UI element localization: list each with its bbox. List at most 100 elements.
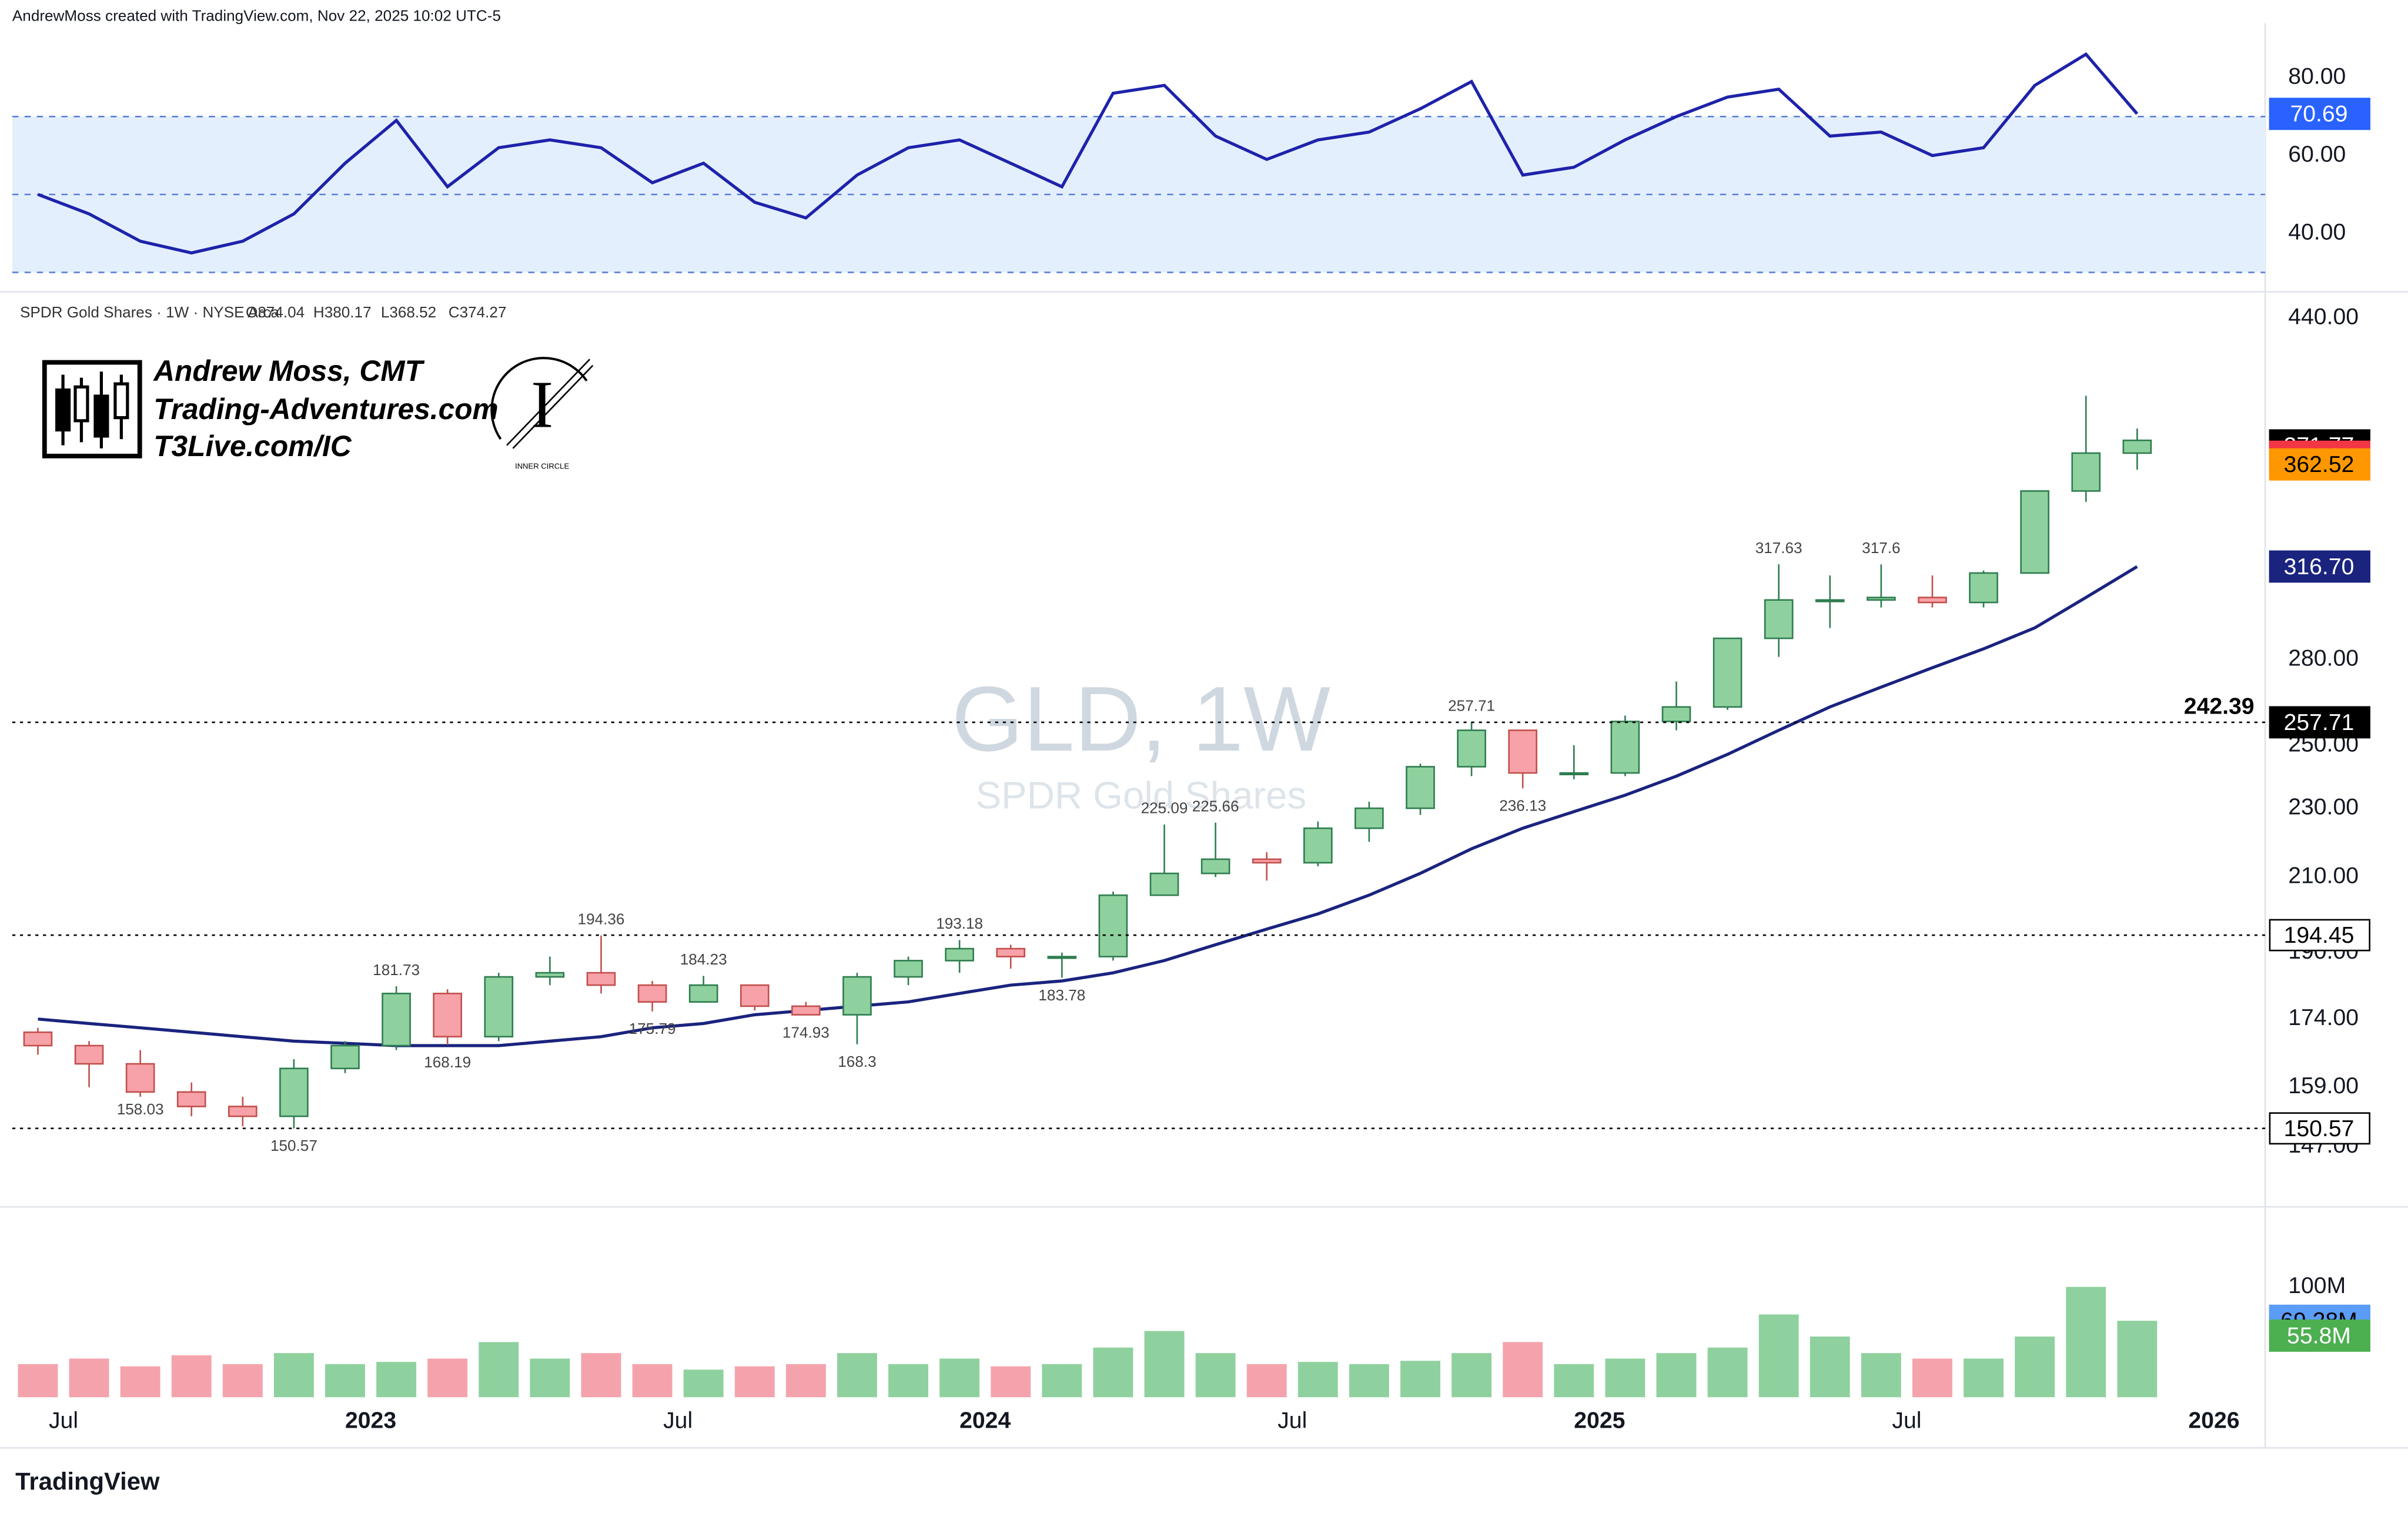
price-tag-label: 150.57 [2284, 1116, 2355, 1141]
candle-body [2020, 490, 2049, 574]
y-tick-label: 80.00 [2288, 63, 2346, 89]
candle-body [1354, 807, 1384, 829]
volume-bar [1297, 1362, 1338, 1398]
y-tick-label: 100M [2288, 1273, 2346, 1298]
candle-body [74, 1044, 104, 1065]
candle-body [1406, 766, 1435, 809]
point-label: 194.36 [578, 910, 625, 927]
point-label: 168.19 [424, 1053, 471, 1071]
point-label: 183.78 [1038, 986, 1085, 1004]
volume-bar [427, 1358, 468, 1398]
volume-bar [2117, 1321, 2158, 1398]
x-tick-label: 2026 [2188, 1408, 2239, 1433]
volume-bar [632, 1364, 673, 1398]
volume-bar [2066, 1287, 2106, 1398]
price-tag [2269, 919, 2370, 952]
volume-bar [376, 1362, 417, 1398]
volume-bar [1195, 1353, 1236, 1398]
volume-bar [1144, 1331, 1185, 1398]
y-tick-label: 174.00 [2288, 1005, 2359, 1030]
point-label: 317.6 [1862, 539, 1900, 557]
volume-bar [1400, 1361, 1440, 1398]
volume-bar [2015, 1336, 2055, 1398]
ohlc-legend: O374.04 H380.17 L368.52 C374.27 [246, 303, 507, 321]
point-label: 181.73 [373, 961, 420, 979]
ohlc-value: H380.17 [313, 303, 372, 321]
candle-body [1815, 599, 1845, 602]
point-label: 168.3 [838, 1053, 876, 1070]
volume-bar [1964, 1358, 2004, 1398]
volume-bar [1554, 1364, 1594, 1398]
price-tag [2269, 1320, 2370, 1352]
candle-body [23, 1031, 53, 1047]
candle-body [1969, 572, 1998, 604]
point-label: 225.09 [1141, 799, 1188, 817]
volume-bar [1503, 1342, 1543, 1398]
candle-body [535, 972, 565, 978]
volume-bar [1656, 1353, 1697, 1398]
y-tick-label: 210.00 [2288, 863, 2359, 888]
ohlc-value: C374.27 [449, 303, 507, 321]
price-tag [2269, 98, 2370, 130]
volume-bar [683, 1369, 724, 1398]
line-series [37, 52, 2139, 254]
candle-body [176, 1091, 206, 1107]
price-tag [2269, 550, 2370, 583]
watermark-subtitle: SPDR Gold Shares [976, 774, 1307, 817]
volume-bar [1810, 1336, 1850, 1398]
candle-body [1457, 729, 1486, 768]
inner-circle-mark [490, 357, 594, 449]
volume-bar [1758, 1314, 1799, 1398]
candle-body [1098, 894, 1128, 957]
price-tag-label: 194.45 [2284, 923, 2355, 948]
candle-body [740, 984, 770, 1007]
point-label: 174.93 [782, 1023, 830, 1041]
volume-bar [18, 1364, 58, 1398]
volume-bar [888, 1364, 929, 1398]
point-label: 150.57 [270, 1137, 317, 1154]
volume-bar [991, 1366, 1031, 1398]
volume-bar [69, 1358, 109, 1398]
volume-bar [785, 1364, 826, 1398]
candle-body [433, 992, 463, 1038]
y-tick-label: 60.00 [2288, 142, 2346, 167]
header: AndrewMoss created with TradingView.com,… [12, 7, 501, 25]
volume-bar [1861, 1353, 1901, 1398]
candle-body [1867, 597, 1896, 601]
candle-body [945, 947, 974, 962]
y-tick-label: 280.00 [2288, 646, 2359, 671]
logo-text: Andrew Moss, CMT [152, 354, 424, 387]
y-tick-label: 440.00 [2288, 304, 2359, 330]
volume-bar [1349, 1364, 1389, 1398]
volume-bar [325, 1364, 365, 1398]
volume-bar [1912, 1358, 1952, 1398]
volume-bar [734, 1366, 775, 1398]
y-tick-label: 159.00 [2288, 1073, 2359, 1099]
price-tag-label: 70.69 [2290, 102, 2347, 127]
candle-body [2122, 439, 2152, 454]
candle-body [1303, 827, 1333, 864]
x-tick-label: Jul [1892, 1408, 1921, 1433]
footer-brand: TradingView [15, 1468, 160, 1495]
candle-body [842, 976, 872, 1016]
candle-body [688, 984, 718, 1003]
ohlc-value: O374.04 [246, 303, 305, 321]
candle-body [1149, 872, 1179, 896]
candle-body [1200, 858, 1230, 875]
logo-text: Trading-Adventures.com [153, 393, 498, 426]
candle-body [1508, 729, 1538, 774]
y-tick-label: 40.00 [2288, 219, 2346, 245]
volume-bar [120, 1366, 160, 1398]
point-label: 257.71 [1448, 697, 1495, 715]
candle-body [2071, 452, 2101, 492]
candle-body [125, 1063, 155, 1093]
candle-body [894, 960, 923, 978]
candle-body [1047, 956, 1077, 959]
point-label: 158.03 [117, 1100, 164, 1118]
candle-body [1610, 721, 1640, 774]
volume-bar [1452, 1353, 1492, 1398]
candle-body [1559, 772, 1589, 776]
logo-candles [55, 371, 129, 448]
candle-body [637, 984, 667, 1003]
